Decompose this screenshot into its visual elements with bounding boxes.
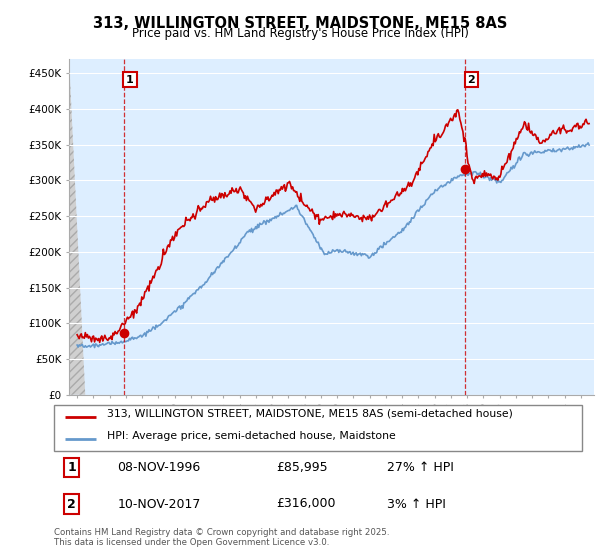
Text: Contains HM Land Registry data © Crown copyright and database right 2025.: Contains HM Land Registry data © Crown c… — [54, 528, 389, 536]
Text: 2: 2 — [467, 74, 475, 85]
Text: 313, WILLINGTON STREET, MAIDSTONE, ME15 8AS (semi-detached house): 313, WILLINGTON STREET, MAIDSTONE, ME15 … — [107, 409, 512, 419]
Text: HPI: Average price, semi-detached house, Maidstone: HPI: Average price, semi-detached house,… — [107, 431, 395, 441]
Text: 08-NOV-1996: 08-NOV-1996 — [118, 461, 200, 474]
Text: 1: 1 — [67, 461, 76, 474]
Text: 1: 1 — [126, 74, 134, 85]
Text: 10-NOV-2017: 10-NOV-2017 — [118, 497, 201, 511]
Text: 27% ↑ HPI: 27% ↑ HPI — [386, 461, 454, 474]
Polygon shape — [69, 59, 85, 395]
Text: 2: 2 — [67, 497, 76, 511]
Text: £316,000: £316,000 — [276, 497, 335, 511]
Text: This data is licensed under the Open Government Licence v3.0.: This data is licensed under the Open Gov… — [54, 538, 329, 547]
Text: 3% ↑ HPI: 3% ↑ HPI — [386, 497, 446, 511]
Text: Price paid vs. HM Land Registry's House Price Index (HPI): Price paid vs. HM Land Registry's House … — [131, 27, 469, 40]
Text: 313, WILLINGTON STREET, MAIDSTONE, ME15 8AS: 313, WILLINGTON STREET, MAIDSTONE, ME15 … — [93, 16, 507, 31]
Text: £85,995: £85,995 — [276, 461, 328, 474]
